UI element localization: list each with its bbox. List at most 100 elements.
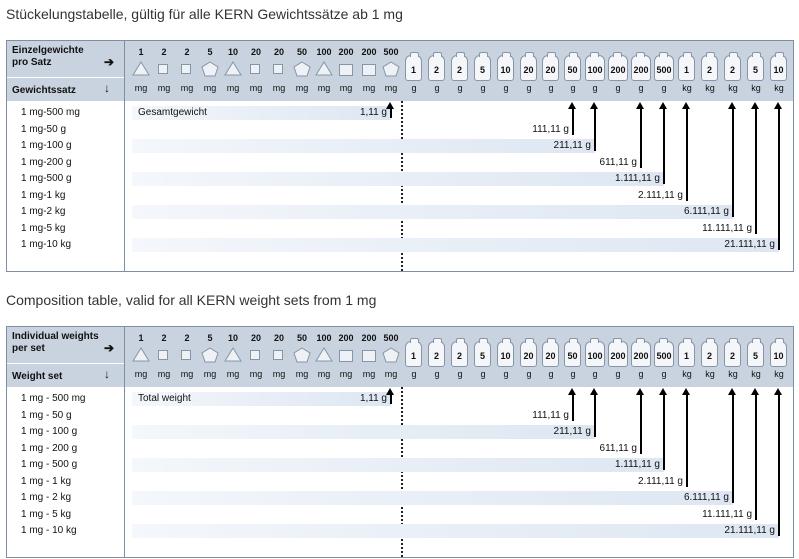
pentagon-weight-icon: [293, 347, 311, 363]
row-arrow-line: [663, 394, 665, 470]
row-label: 1 mg-500 g: [21, 173, 72, 184]
weight-value: 5: [207, 47, 213, 57]
weight-unit: mg: [203, 369, 217, 379]
arrow-up-icon: [751, 102, 759, 109]
weight-unit: mg: [180, 83, 194, 93]
row-arrow-line: [572, 394, 574, 421]
pentagon-weight-icon: [201, 61, 219, 77]
weight-unit: g: [434, 369, 440, 379]
header-divider: [7, 363, 124, 364]
weight-unit: kg: [682, 83, 692, 93]
cylinder-weight-icon: 50: [564, 52, 581, 81]
triangle-weight-icon: [224, 61, 242, 76]
arrow-up-icon: [659, 388, 667, 395]
row-total-value: 11.111,11 g: [702, 508, 752, 520]
column-separator: [124, 41, 125, 271]
composition-table: Einzelgewichte pro Satz ➔ Gewichtssatz ↓ 1 mg 2…: [6, 40, 794, 272]
weight-unit: g: [615, 369, 621, 379]
row-label: 1 mg - 5 kg: [21, 508, 72, 520]
weight-unit: g: [548, 369, 554, 379]
row-label: 1 mg - 50 g: [21, 409, 72, 421]
weight-value: 200: [338, 47, 354, 57]
row-arrow-line: [755, 394, 757, 520]
row-total-value: 1,11 g: [359, 107, 387, 118]
weight-unit: mg: [384, 83, 398, 93]
row-arrow-line: [640, 108, 642, 168]
weight-unit: mg: [226, 83, 240, 93]
arrow-up-icon: [774, 102, 782, 109]
row-bar: [132, 524, 779, 538]
arrow-up-icon: [386, 102, 394, 109]
weight-unit: g: [411, 83, 417, 93]
weight-unit: g: [526, 369, 532, 379]
weight-unit: kg: [751, 369, 761, 379]
weight-unit: kg: [728, 369, 738, 379]
cylinder-weight-icon: 20: [520, 52, 537, 81]
composition-table: Individual weights per set ➔ Weight set ↓ 1 mg…: [6, 326, 794, 558]
arrow-up-icon: [386, 388, 394, 395]
row-label: 1 mg - 10 kg: [21, 525, 77, 536]
square-weight-icon: [250, 64, 260, 74]
total-weight-label: Gesamtgewicht: [138, 107, 207, 118]
arrow-up-icon: [728, 102, 736, 109]
weight-unit: g: [480, 369, 486, 379]
arrow-up-icon: [636, 102, 644, 109]
weight-value: 20: [250, 333, 261, 343]
weight-unit: kg: [751, 83, 761, 93]
row-arrow-line: [572, 108, 574, 135]
square-weight-icon: [339, 350, 353, 362]
pentagon-weight-icon: [382, 347, 400, 363]
weight-unit: g: [638, 369, 644, 379]
cylinder-weight-icon: 2: [701, 338, 718, 367]
cylinder-weight-icon: 5: [747, 52, 764, 81]
weight-value: 200: [361, 333, 377, 343]
cylinder-weight-icon: 20: [542, 338, 559, 367]
cylinder-weight-icon: 2: [701, 52, 718, 81]
table-title: Stückelungstabelle, gültig für alle KERN…: [6, 6, 403, 22]
weight-unit: kg: [705, 369, 715, 379]
square-weight-icon: [362, 350, 376, 362]
row-bar: [132, 238, 779, 252]
row-arrow-line: [778, 394, 780, 536]
weight-value: 20: [250, 47, 261, 57]
weight-unit: kg: [705, 83, 715, 93]
row-total-value: 21.111,11 g: [724, 239, 775, 250]
square-weight-icon: [273, 350, 283, 360]
cylinder-weight-icon: 20: [520, 338, 537, 367]
row-total-value: 1.111,11 g: [614, 459, 660, 470]
arrow-up-icon: [590, 388, 598, 395]
weight-unit: mg: [339, 83, 353, 93]
weight-unit: kg: [774, 83, 784, 93]
weight-value: 100: [316, 47, 332, 57]
weight-unit: mg: [295, 83, 309, 93]
weight-value: 200: [361, 47, 377, 57]
cylinder-weight-icon: 2: [428, 338, 445, 367]
weight-value: 2: [161, 47, 167, 57]
arrow-right-icon: ➔: [104, 55, 115, 69]
row-total-value: 2.111,11 g: [637, 475, 683, 487]
arrow-right-icon: ➔: [104, 341, 115, 355]
weight-unit: mg: [295, 369, 309, 379]
row-label: 1 mg - 100 g: [21, 426, 78, 437]
square-weight-icon: [181, 350, 191, 360]
header-label-weights-line1: Individual weights: [12, 331, 99, 342]
weight-unit: g: [434, 83, 440, 93]
arrow-up-icon: [774, 388, 782, 395]
pentagon-weight-icon: [382, 61, 400, 77]
cylinder-weight-icon: 2: [451, 52, 468, 81]
header-label-weights-line1: Einzelgewichte: [12, 45, 84, 56]
weight-unit: kg: [774, 369, 784, 379]
weight-unit: g: [638, 83, 644, 93]
square-weight-icon: [339, 64, 353, 76]
weight-value: 100: [316, 333, 332, 343]
weight-value: 500: [383, 47, 399, 57]
row-total-value: 1,11 g: [359, 393, 387, 404]
row-arrow-line: [390, 108, 392, 118]
row-arrow-line: [663, 108, 665, 184]
cylinder-weight-icon: 5: [747, 338, 764, 367]
weight-unit: g: [411, 369, 417, 379]
total-weight-label: Total weight: [138, 393, 191, 404]
row-bar: [132, 458, 664, 472]
triangle-weight-icon: [224, 347, 242, 362]
row-arrow-line: [778, 108, 780, 250]
